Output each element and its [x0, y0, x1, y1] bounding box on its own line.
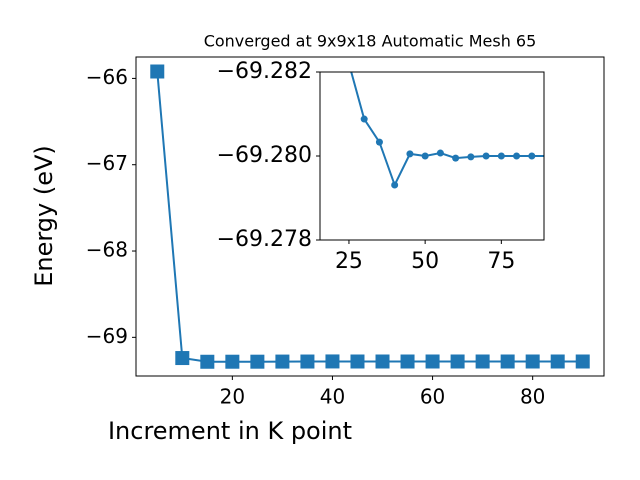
data-point: [175, 351, 190, 366]
data-point: [200, 354, 215, 369]
data-point: [497, 152, 505, 160]
data-point: [375, 138, 383, 146]
plot-layer: [350, 72, 544, 189]
axes-frame: [135, 56, 605, 377]
data-point: [391, 181, 399, 189]
axes-frame: [319, 71, 545, 241]
data-point: [550, 354, 565, 369]
data-point: [452, 154, 460, 162]
data-point: [450, 354, 465, 369]
x-tick-label: 75: [487, 249, 515, 274]
data-point: [436, 149, 444, 157]
data-point: [421, 152, 429, 160]
y-axis-label: Energy (eV): [30, 145, 58, 287]
data-point: [575, 354, 590, 369]
y-tick-label: −69.278: [217, 227, 312, 252]
x-tick-label: 25: [335, 249, 363, 274]
data-point: [350, 354, 365, 369]
y-tick-label: −66: [86, 65, 128, 89]
data-point: [500, 354, 515, 369]
data-point: [513, 152, 521, 160]
data-point: [400, 354, 415, 369]
y-tick-label: −68: [86, 238, 128, 262]
x-tick-label: 50: [411, 249, 439, 274]
x-tick-label: 80: [520, 385, 545, 409]
data-point: [482, 152, 490, 160]
data-point: [375, 354, 390, 369]
data-point: [225, 354, 240, 369]
data-point: [360, 115, 368, 123]
data-point: [528, 152, 536, 160]
data-point: [250, 354, 265, 369]
y-tick-label: −69: [86, 324, 128, 348]
y-tick-label: −69.280: [217, 143, 312, 168]
x-tick-label: 20: [220, 385, 245, 409]
data-point: [467, 153, 475, 161]
x-tick-label: 40: [320, 385, 345, 409]
y-tick-label: −67: [86, 151, 128, 175]
y-tick-label: −69.282: [217, 59, 312, 84]
data-point: [150, 64, 165, 79]
data-point: [406, 150, 414, 158]
data-point: [475, 354, 490, 369]
data-point: [275, 354, 290, 369]
x-axis-label: Increment in K point: [108, 417, 352, 445]
plot-layer: [150, 64, 590, 369]
chart-title: Converged at 9x9x18 Automatic Mesh 65: [204, 32, 537, 51]
data-point: [325, 354, 340, 369]
data-point: [300, 354, 315, 369]
x-tick-label: 60: [420, 385, 445, 409]
data-point: [425, 354, 440, 369]
data-point: [525, 354, 540, 369]
